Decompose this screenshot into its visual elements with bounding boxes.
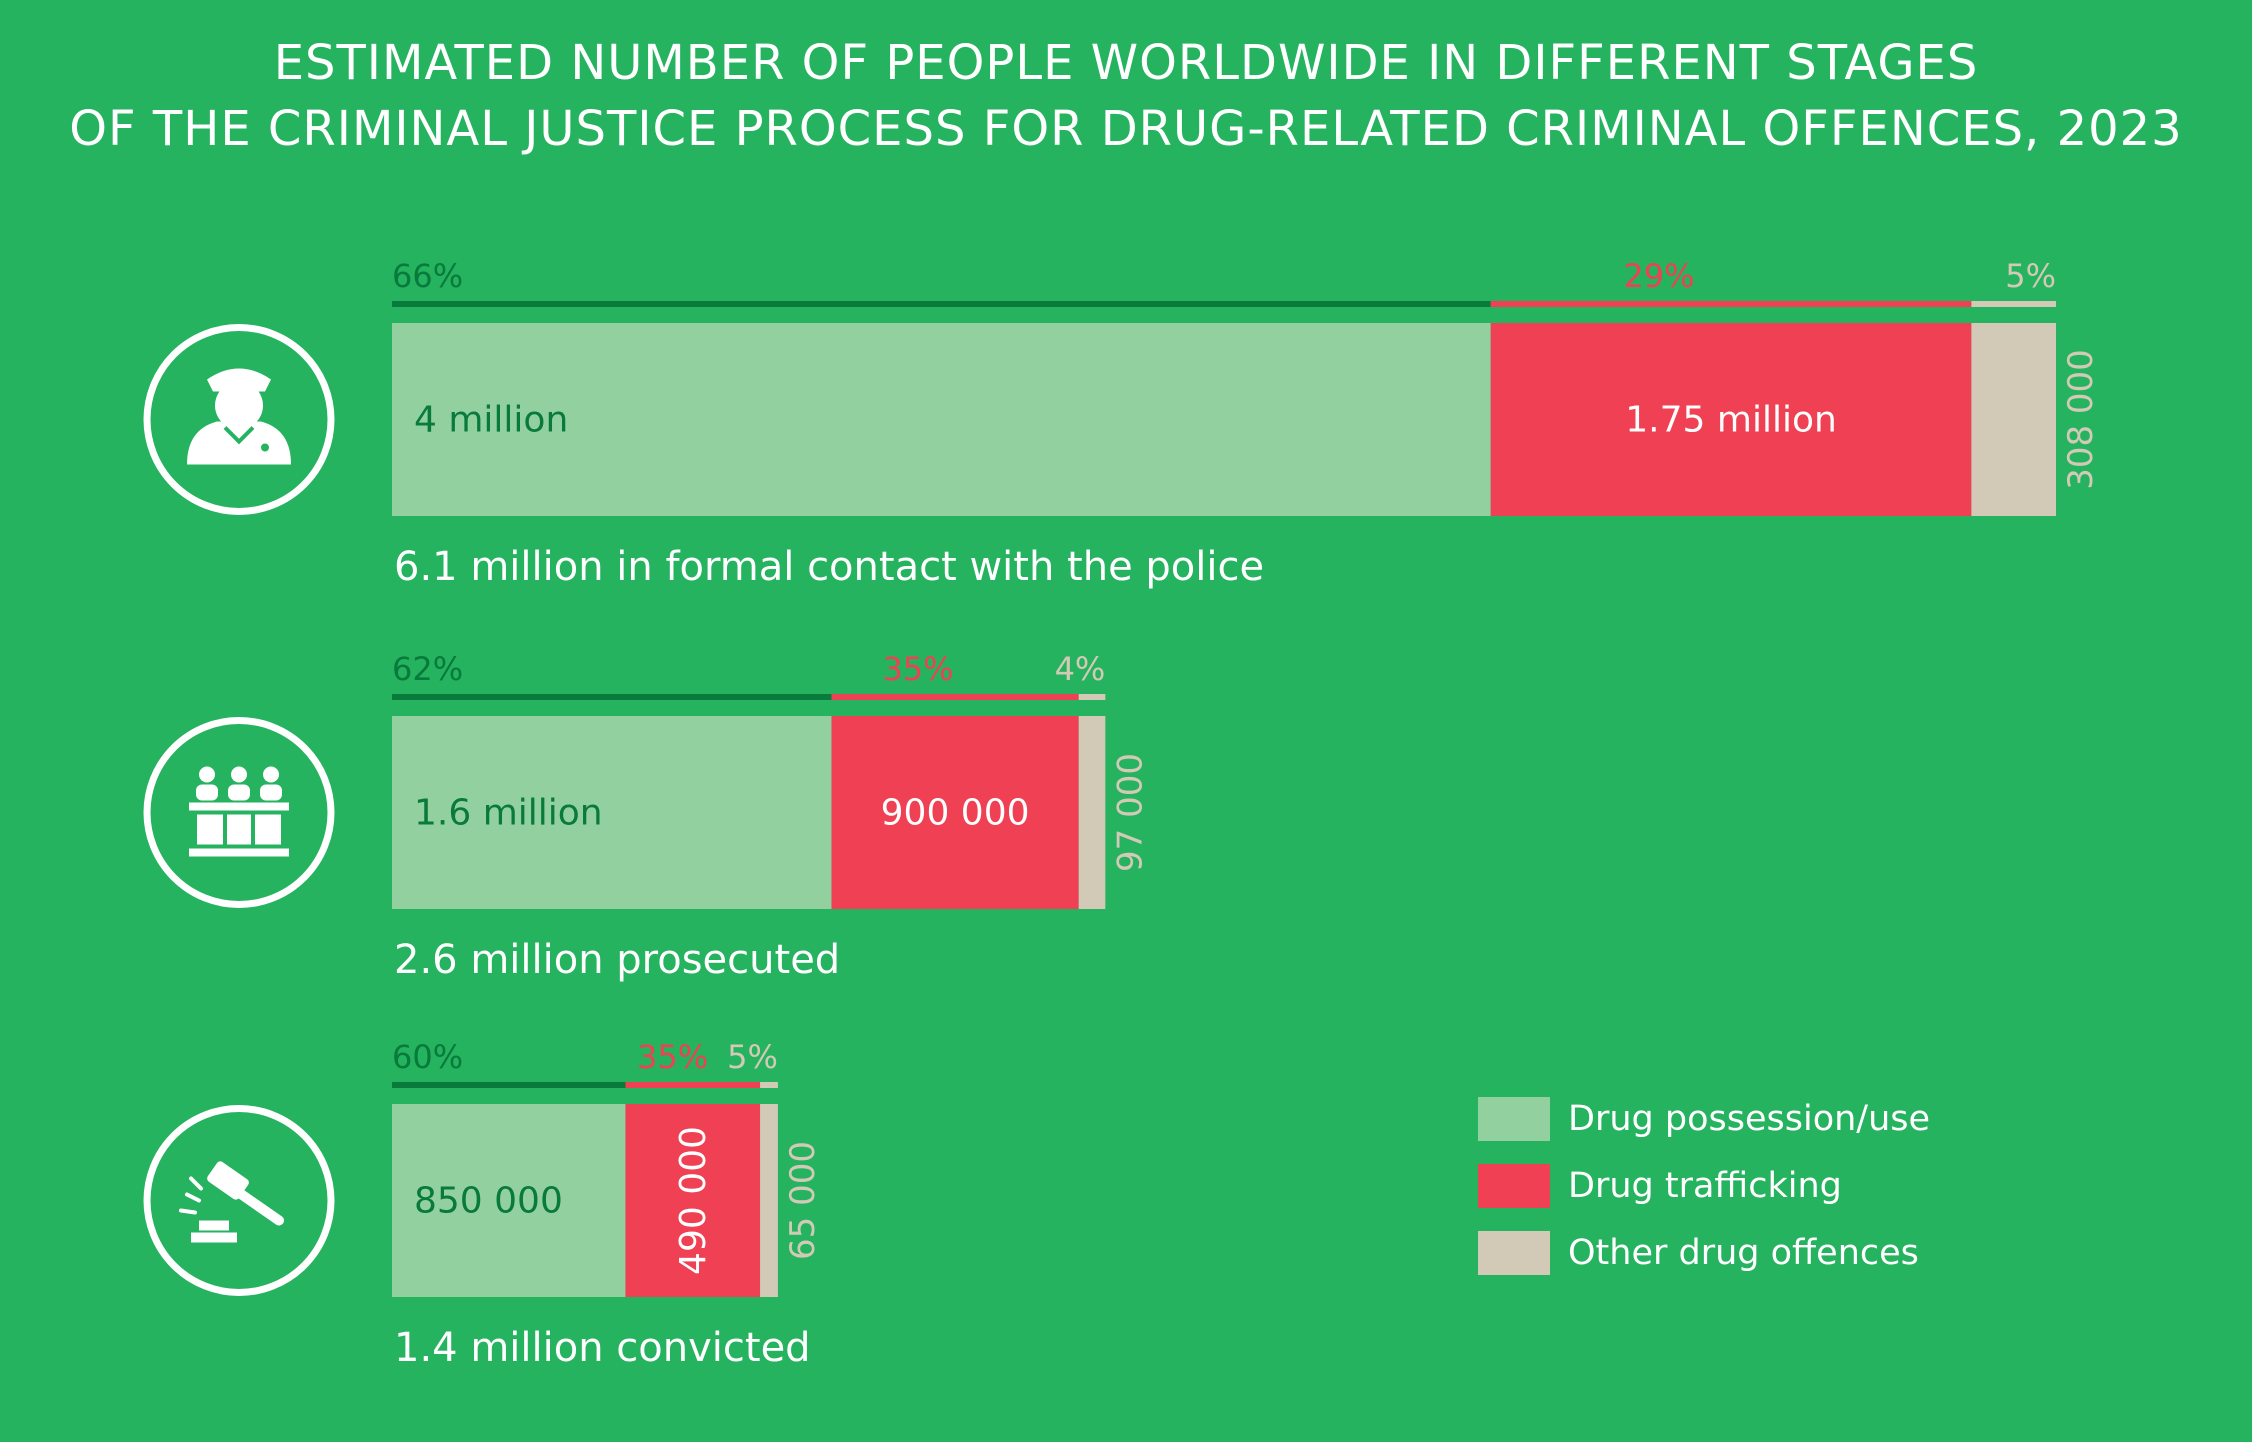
legend-label-other: Other drug offences [1568, 1232, 1919, 1273]
percent-line-other [1078, 694, 1106, 700]
value-label-possession: 850 000 [414, 1181, 563, 1222]
value-label-trafficking: 490 000 [673, 1126, 714, 1275]
courtroom-icon [143, 717, 335, 908]
icon-gavel-handle [228, 1183, 284, 1226]
title-line-1: ESTIMATED NUMBER OF PEOPLE WORLDWIDE IN … [273, 35, 1979, 91]
icon-block-base [191, 1232, 237, 1243]
legend-item-other: Other drug offences [1478, 1219, 1930, 1286]
icon-collar [223, 426, 255, 445]
value-label-other-group: 308 000 [2061, 349, 2101, 490]
bar-segment-other [1078, 716, 1106, 909]
percent-label-other: 4% [1055, 650, 1106, 688]
icon-person-head [231, 766, 247, 783]
stage-caption: 1.4 million convicted [394, 1325, 811, 1371]
icon-bench [197, 814, 281, 845]
icon-person-body [228, 784, 250, 801]
percent-line-possession [392, 694, 832, 700]
icon-bench-base [189, 848, 289, 857]
value-label-trafficking: 900 000 [881, 793, 1030, 834]
icon-circle [143, 717, 335, 908]
icon-badge [261, 443, 269, 452]
icon-head [215, 381, 263, 430]
value-label-trafficking-group: 490 000 [673, 1126, 714, 1275]
icon-circle [143, 324, 335, 515]
percent-line-possession [392, 301, 1491, 307]
bar-segment-possession [392, 323, 1491, 516]
value-label-trafficking: 1.75 million [1625, 400, 1837, 441]
percent-line-trafficking [1490, 301, 1972, 307]
title-line-2: OF THE CRIMINAL JUSTICE PROCESS FOR DRUG… [69, 101, 2183, 157]
icon-person-body [196, 784, 218, 801]
icon-person-head [199, 766, 215, 783]
legend-item-possession: Drug possession/use [1478, 1085, 1930, 1152]
stage-caption: 2.6 million prosecuted [394, 937, 840, 983]
icon-block-top [199, 1220, 229, 1231]
icon-impact-line [185, 1192, 201, 1203]
icon-cap [207, 368, 271, 392]
percent-label-other: 5% [727, 1038, 778, 1076]
icon-impact-line [179, 1208, 197, 1215]
value-label-other: 65 000 [783, 1141, 823, 1260]
percent-label-trafficking: 35% [882, 650, 953, 688]
gavel-icon [143, 1105, 335, 1296]
chart-title: ESTIMATED NUMBER OF PEOPLE WORLDWIDE IN … [0, 30, 2252, 162]
icon-person-body [260, 784, 282, 801]
stage-caption: 6.1 million in formal contact with the p… [394, 544, 1264, 590]
value-label-other: 97 000 [1110, 753, 1150, 872]
percent-label-trafficking: 29% [1623, 257, 1694, 295]
legend-item-trafficking: Drug trafficking [1478, 1152, 1930, 1219]
percent-line-trafficking [625, 1082, 761, 1088]
icon-impact-line [189, 1176, 203, 1191]
bar-segment-possession [392, 716, 832, 909]
value-label-other-group: 97 000 [1110, 753, 1150, 872]
bar-segment-possession [392, 1104, 626, 1297]
bar-segment-trafficking [831, 716, 1079, 909]
percent-label-possession: 60% [392, 1038, 463, 1076]
value-label-other-group: 65 000 [783, 1141, 823, 1260]
value-label-possession: 1.6 million [414, 793, 603, 834]
legend-swatch-other [1478, 1230, 1550, 1275]
percent-label-possession: 62% [392, 650, 463, 688]
bar-segment-trafficking [1490, 323, 1972, 516]
legend-label-possession: Drug possession/use [1568, 1098, 1931, 1139]
value-label-other: 308 000 [2061, 349, 2101, 490]
legend-swatch-trafficking [1478, 1163, 1550, 1208]
bar-segment-trafficking [625, 1104, 761, 1297]
percent-line-other [760, 1082, 778, 1088]
percent-label-other: 5% [2005, 257, 2056, 295]
legend-swatch-possession [1478, 1096, 1550, 1141]
percent-label-possession: 66% [392, 257, 463, 295]
bar-segment-other [1971, 323, 2056, 516]
icon-person-head [263, 766, 279, 783]
police-officer-icon [143, 324, 335, 515]
legend-label-trafficking: Drug trafficking [1568, 1165, 1842, 1206]
bar-segment-other [760, 1104, 778, 1297]
percent-line-trafficking [831, 694, 1079, 700]
percent-label-trafficking: 35% [637, 1038, 708, 1076]
icon-circle [143, 1105, 335, 1296]
value-label-possession: 4 million [414, 400, 568, 441]
icon-bench-top [189, 802, 289, 811]
percent-line-possession [392, 1082, 626, 1088]
legend: Drug possession/use Drug trafficking Oth… [1478, 1085, 1930, 1286]
percent-line-other [1971, 301, 2056, 307]
